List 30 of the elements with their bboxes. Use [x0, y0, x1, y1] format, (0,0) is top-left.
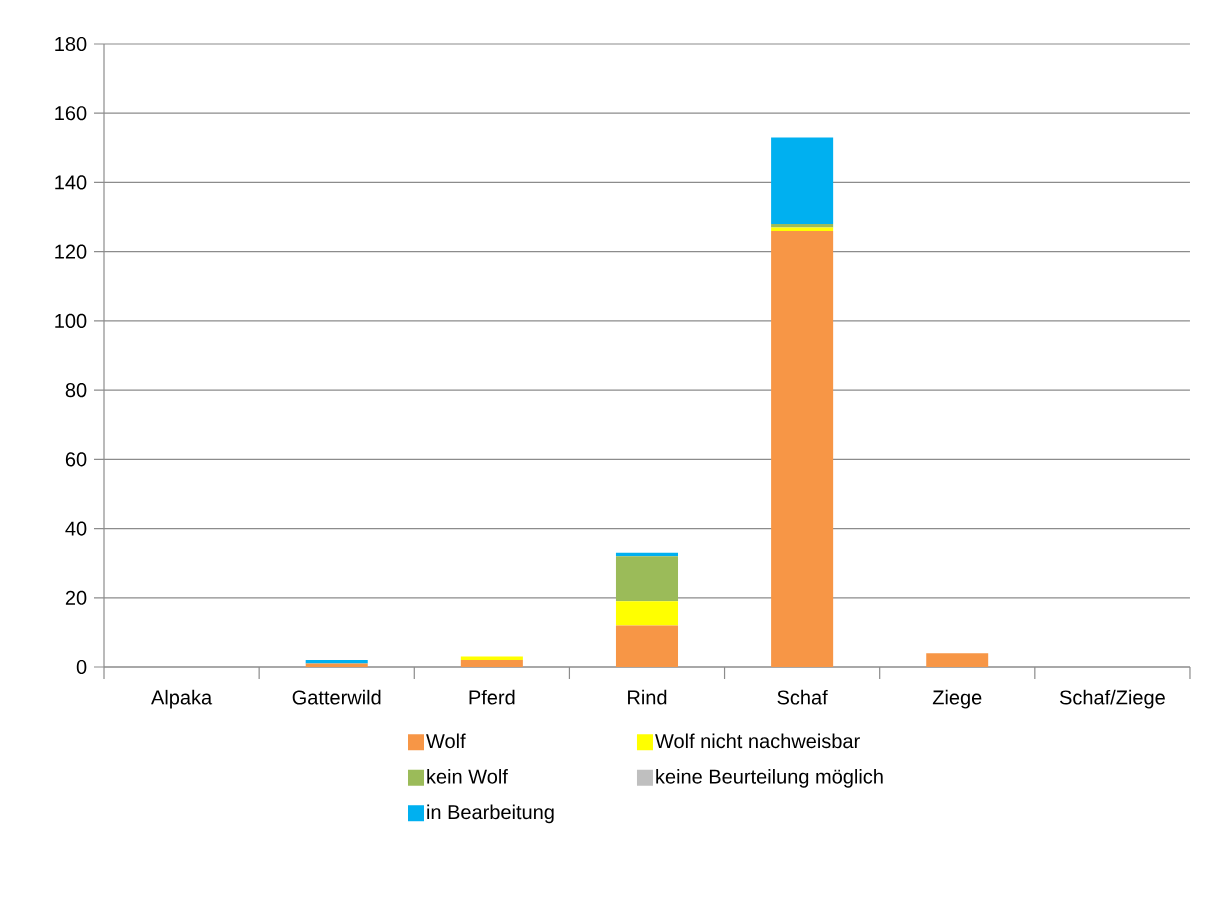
x-tick-label: Pferd [469, 689, 515, 705]
x-tick-label: Schaf/Ziege [1059, 689, 1165, 709]
y-tick-label: 20 [65, 590, 87, 605]
y-tick-label: 0 [76, 659, 87, 675]
bar [615, 601, 679, 626]
legend-label: keine Beurteilung möglich [656, 769, 883, 788]
legend-label: kein Wolf [427, 769, 508, 784]
bar [615, 625, 679, 667]
legend-label: Wolf nicht nachweisbar [655, 733, 860, 749]
bar [615, 556, 679, 602]
y-tick-label: 140 [55, 175, 87, 190]
y-tick-label: 40 [65, 521, 87, 536]
bar [771, 137, 834, 224]
bar [771, 230, 834, 667]
legend-label: in Bearbeitung [427, 804, 554, 824]
x-tick-label: Schaf [777, 689, 828, 705]
x-tick-label: Ziege [932, 689, 982, 709]
y-tick-label: 180 [55, 36, 87, 52]
x-tick-label: Gatterwild [292, 689, 381, 705]
y-tick-label: 60 [65, 452, 87, 467]
legend-label: Wolf [426, 733, 466, 749]
y-tick-label: 160 [55, 106, 87, 121]
y-tick-label: 80 [65, 383, 87, 398]
x-tick-label: Alpaka [151, 689, 213, 709]
y-tick-label: 100 [55, 313, 87, 328]
bar [460, 660, 523, 667]
y-tick-label: 120 [55, 244, 87, 259]
x-tick-label: Rind [628, 689, 667, 705]
bar [926, 653, 989, 667]
bar [771, 227, 834, 231]
